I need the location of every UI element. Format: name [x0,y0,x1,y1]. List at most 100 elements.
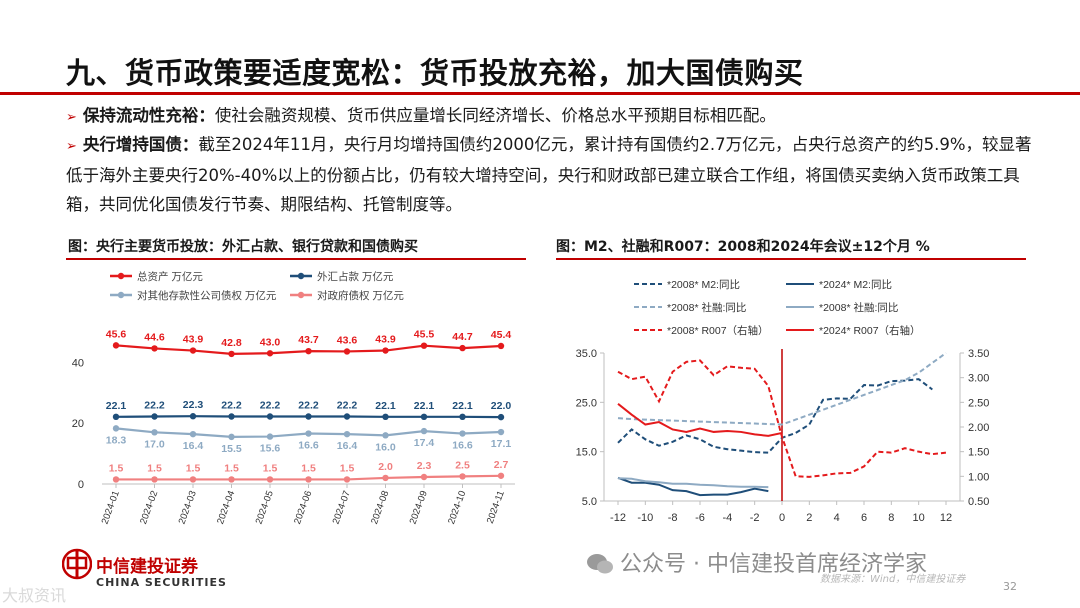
x-tick-label: -8 [668,512,678,524]
y-tick-label: 20 [72,418,84,430]
data-label: 1.5 [301,462,316,474]
legend-marker [117,291,125,299]
legend-label: *2008* 社融:同比 [819,301,898,314]
data-label: 2.5 [455,459,470,471]
data-point [497,413,505,421]
data-point [112,342,120,349]
series-line [617,476,769,497]
y-left-tick-label: 5.0 [582,496,597,508]
series-line [617,477,769,489]
data-label: 22.2 [337,400,358,412]
data-label: 16.4 [183,440,204,452]
data-label: 22.1 [414,400,435,412]
data-point [497,472,505,479]
data-label: 22.2 [260,400,281,412]
legend-label: *2024* M2:同比 [819,278,892,291]
data-label: 22.3 [183,399,204,411]
data-point [266,476,274,483]
data-label: 22.1 [106,400,127,412]
x-tick-label: 2024-01 [100,489,122,526]
x-tick-label: 0 [779,512,785,524]
data-point [266,413,274,420]
chart-pboc-assets: 0 20 40 2024-01 2024-02 2024-03 2024-04 2024-05… [72,270,515,526]
data-point [459,430,466,437]
x-tick-label: -2 [750,512,760,524]
y-right-tick-label: 1.50 [968,447,989,459]
data-point [228,433,235,441]
data-label: 17.4 [414,437,435,449]
data-point [112,476,120,483]
data-source: 数据来源：Wind，中信建投证券 [820,574,966,585]
data-label: 22.1 [375,400,396,412]
x-tick-label: -6 [695,512,705,524]
data-label: 1.5 [147,462,162,474]
x-tick-label: 4 [834,512,840,524]
x-tick-label: 2024-08 [369,489,391,526]
title-divider [0,92,1080,95]
legend-marker [297,272,305,280]
legend-label: *2024* R007（右轴） [819,324,921,337]
x-tick-label: 10 [913,512,925,524]
data-point [459,344,466,352]
data-label: 18.3 [106,434,127,446]
wechat-icon [587,554,613,574]
data-point [459,413,466,421]
series-line [617,403,783,437]
page-title: 九、货币政策要适度宽松：货币投放充裕，加大国债购买 [66,56,804,90]
data-point [228,350,235,358]
data-label: 45.4 [491,329,512,341]
data-point [343,430,351,438]
data-label: 43.6 [337,334,358,346]
data-point [497,428,505,436]
x-tick-label: 2024-04 [215,489,237,526]
data-point [497,342,505,350]
data-label: 22.2 [298,400,319,412]
data-point [305,476,312,483]
data-point [420,413,428,421]
data-label: 43.0 [260,336,281,348]
x-tick-label: 2024-07 [331,489,353,526]
data-label: 22.2 [144,400,165,412]
data-label: 16.4 [337,440,358,452]
y-right-tick-label: 3.50 [968,348,989,360]
data-point [305,413,312,420]
data-label: 16.0 [375,441,396,453]
data-point [305,430,312,437]
data-label: 1.5 [263,462,278,474]
series-line [617,352,947,426]
legend-label: *2008* R007（右轴） [667,324,769,337]
x-tick-label: 12 [940,512,952,524]
data-label: 2.0 [378,461,393,473]
legend-label: *2008* M2:同比 [667,278,740,291]
data-label: 22.0 [491,400,512,412]
figure1-title: 图：央行主要货币投放：外汇占款、银行贷款和国债购买 [68,239,418,255]
data-point [343,476,351,483]
data-point [112,425,120,432]
data-label: 42.8 [221,337,242,349]
legend-label: 对政府债权 万亿元 [317,289,404,302]
series-line [617,359,947,478]
data-label: 15.5 [221,443,242,455]
data-point [420,473,428,481]
data-label: 2.3 [417,460,432,472]
data-label: 22.1 [452,400,473,412]
bullet-bond-purchase: ➢ 央行增持国债：截至2024年11月，央行月均增持国债约2000亿元，累计持有国… [66,130,1041,219]
data-point [189,476,197,483]
figure2-rule [556,258,1026,260]
y-right-tick-label: 0.50 [968,496,989,508]
figure2-title: 图：M2、社融和R007：2008和2024年会议±12个月 % [556,239,930,255]
data-point [189,413,197,420]
data-label: 22.2 [221,400,242,412]
legend-label: *2008* 社融:同比 [667,301,746,314]
y-left-tick-label: 25.0 [576,397,597,409]
legend-marker [297,291,305,299]
x-tick-label: 2024-09 [408,489,430,526]
data-point [382,347,389,354]
data-point [189,347,197,354]
x-tick-label: 2024-05 [254,489,276,526]
data-label: 1.5 [224,462,239,474]
data-point [382,474,389,482]
data-label: 45.6 [106,328,127,340]
y-right-tick-label: 3.00 [968,373,989,385]
y-right-tick-label: 2.00 [968,422,989,434]
